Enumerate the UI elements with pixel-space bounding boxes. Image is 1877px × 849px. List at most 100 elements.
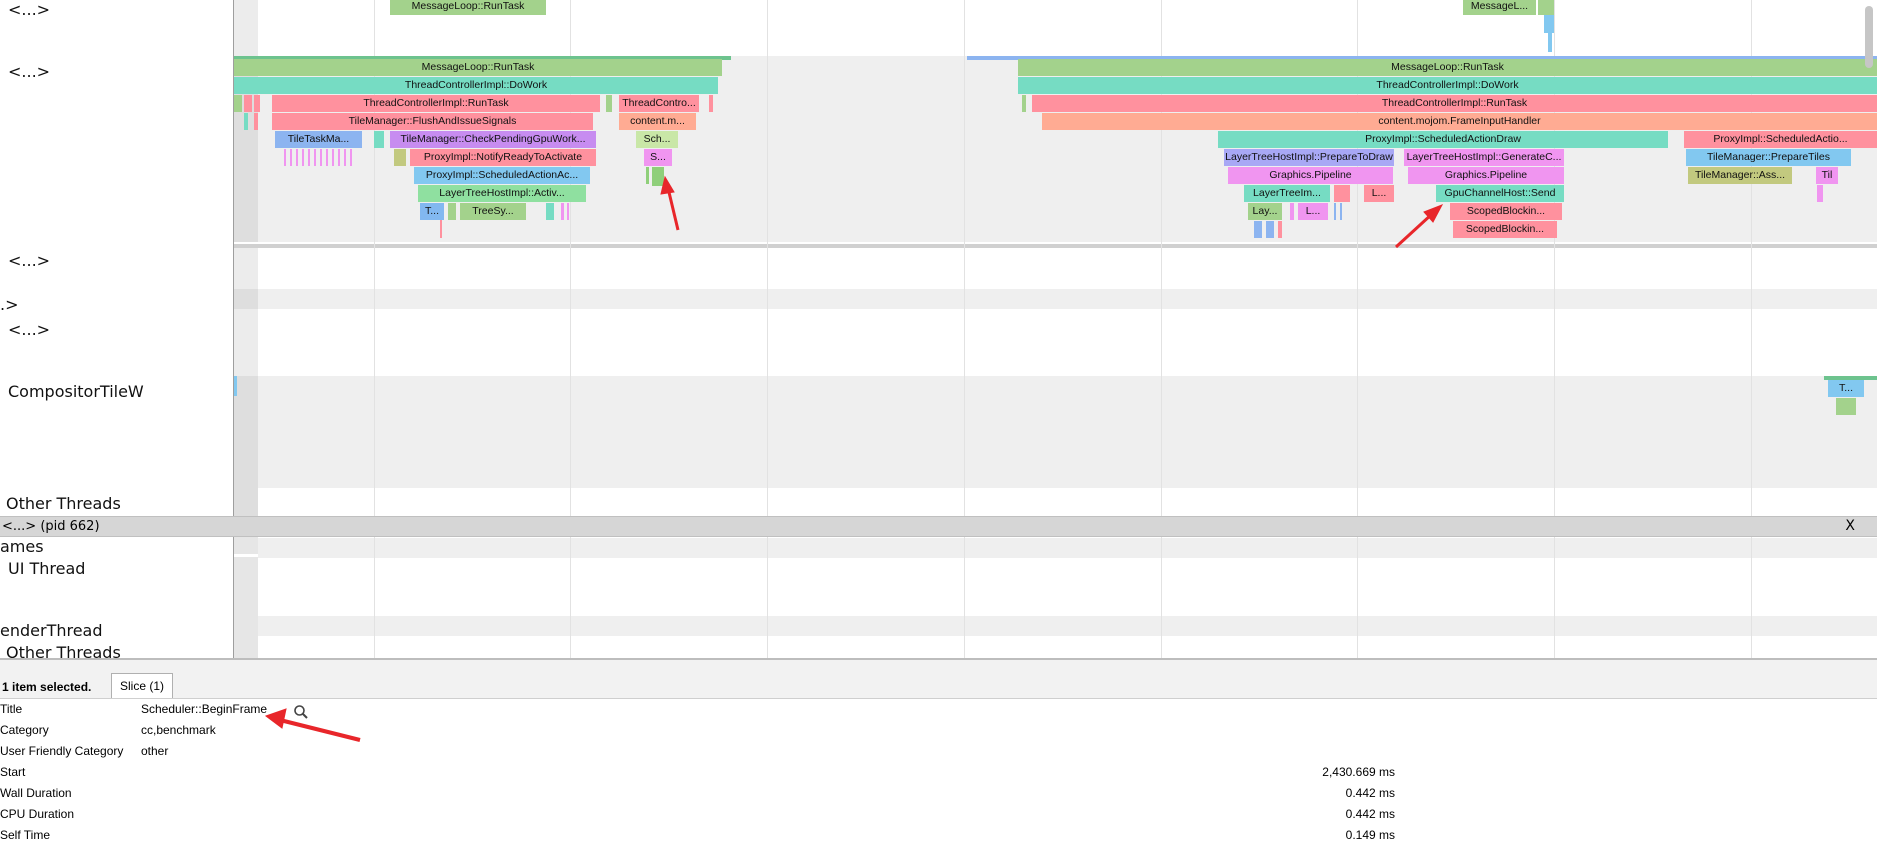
- track-label[interactable]: .>: [0, 295, 19, 314]
- frames-track-label[interactable]: ames: [0, 537, 44, 556]
- timeline-scrollbar[interactable]: [1865, 6, 1873, 68]
- slice-ticks[interactable]: [284, 149, 356, 166]
- grid-line: [1554, 0, 1555, 658]
- slice[interactable]: Lay...: [1248, 203, 1282, 220]
- slice[interactable]: L...: [1298, 203, 1328, 220]
- track-band: [234, 538, 1877, 558]
- slice-sliver[interactable]: [244, 113, 248, 130]
- render-thread-label[interactable]: enderThread: [0, 621, 103, 640]
- detail-value[interactable]: Scheduler::BeginFrame: [141, 702, 268, 716]
- slice[interactable]: TileManager::CheckPendingGpuWork...: [390, 131, 596, 148]
- slice-sliver[interactable]: [1340, 203, 1342, 220]
- compositor-track-label[interactable]: CompositorTileW: [8, 382, 144, 401]
- slice[interactable]: ThreadControllerImpl::RunTask: [272, 95, 600, 112]
- slice-sliver[interactable]: [1290, 203, 1294, 220]
- track-label[interactable]: <...>: [8, 251, 51, 270]
- slice-sliver[interactable]: [606, 95, 612, 112]
- slice-sliver[interactable]: [1266, 221, 1274, 238]
- slice[interactable]: MessageLoop::RunTask: [390, 0, 546, 15]
- slice-sliver[interactable]: [394, 149, 406, 166]
- slice-sliver[interactable]: [546, 203, 554, 220]
- slice[interactable]: TileTaskMa...: [275, 131, 362, 148]
- slice-sliver[interactable]: [254, 95, 260, 112]
- grid-line: [374, 0, 375, 658]
- slice[interactable]: L...: [1364, 185, 1394, 202]
- slice[interactable]: LayerTreeHostImpl::Activ...: [418, 185, 586, 202]
- slice[interactable]: TreeSy...: [460, 203, 526, 220]
- slice[interactable]: GpuChannelHost::Send: [1436, 185, 1564, 202]
- slice[interactable]: content.m...: [619, 113, 696, 130]
- detail-key: Start: [0, 765, 26, 779]
- slice-sliver[interactable]: [1817, 185, 1823, 202]
- slice[interactable]: Graphics.Pipeline: [1408, 167, 1564, 184]
- slice[interactable]: ThreadControllerImpl::RunTask: [1032, 95, 1877, 112]
- slice[interactable]: MessageL...: [1463, 0, 1536, 15]
- slice[interactable]: MessageLoop::RunTask: [1018, 59, 1877, 76]
- slice-sliver[interactable]: [440, 220, 442, 238]
- slice[interactable]: ProxyImpl::NotifyReadyToActivate: [410, 149, 596, 166]
- slice[interactable]: Sch...: [636, 131, 678, 148]
- slice[interactable]: ProxyImpl::ScheduledActionDraw: [1218, 131, 1668, 148]
- slice[interactable]: ProxyImpl::ScheduledActio...: [1684, 131, 1877, 148]
- slice-sliver[interactable]: [374, 131, 384, 148]
- search-icon[interactable]: [293, 704, 309, 720]
- slice-sliver[interactable]: [448, 203, 456, 220]
- slice[interactable]: LayerTreeIm...: [1244, 185, 1330, 202]
- slice[interactable]: ProxyImpl::ScheduledActionAc...: [414, 167, 590, 184]
- slice[interactable]: Graphics.Pipeline: [1228, 167, 1393, 184]
- slice-sliver[interactable]: [1824, 376, 1877, 380]
- process-header[interactable]: <...> (pid 662) X: [0, 516, 1877, 537]
- slice-sliver[interactable]: [1538, 0, 1554, 15]
- other-threads-label-2[interactable]: Other Threads: [6, 643, 121, 658]
- ui-thread-label[interactable]: UI Thread: [8, 559, 86, 578]
- tracks-canvas[interactable]: MessageLoop::RunTask MessageL... Message…: [234, 0, 1877, 658]
- slice-sliver[interactable]: [1548, 33, 1552, 52]
- track-label[interactable]: <...>: [8, 62, 51, 81]
- slice-sliver[interactable]: [254, 113, 258, 130]
- slice-sliver[interactable]: [709, 95, 713, 112]
- detail-row-self-time: Self Time 0.149 ms: [0, 828, 1877, 849]
- slice[interactable]: T...: [420, 203, 444, 220]
- slice[interactable]: TileManager::Ass...: [1688, 167, 1792, 184]
- slice[interactable]: LayerTreeHostImpl::GenerateC...: [1404, 149, 1564, 166]
- slice[interactable]: ScopedBlockin...: [1450, 203, 1562, 220]
- slice-sliver[interactable]: [1334, 185, 1350, 202]
- slice-sliver[interactable]: [244, 95, 252, 112]
- slice-sliver[interactable]: [1544, 15, 1554, 33]
- slice-sliver[interactable]: [234, 376, 237, 396]
- slice[interactable]: TileManager::FlushAndIssueSignals: [272, 113, 593, 130]
- slice[interactable]: S...: [644, 149, 672, 166]
- close-process-button[interactable]: X: [1845, 518, 1855, 534]
- detail-value: 2,430.669 ms: [1322, 765, 1395, 779]
- slice-sliver[interactable]: [1254, 221, 1262, 238]
- slice-sliver[interactable]: [567, 203, 569, 220]
- slice-sliver[interactable]: [234, 95, 242, 112]
- ruler-strip: [234, 309, 258, 376]
- detail-key: CPU Duration: [0, 807, 75, 821]
- slice[interactable]: content.mojom.FrameInputHandler: [1042, 113, 1877, 130]
- other-threads-label[interactable]: Other Threads: [6, 494, 121, 513]
- detail-row-wall-duration: Wall Duration 0.442 ms: [0, 786, 1877, 807]
- slice[interactable]: TileManager::PrepareTiles: [1686, 149, 1851, 166]
- slice-sliver[interactable]: [1836, 398, 1856, 415]
- slice[interactable]: ScopedBlockin...: [1453, 221, 1557, 238]
- slice[interactable]: ThreadContro...: [619, 95, 699, 112]
- slice[interactable]: ThreadControllerImpl::DoWork: [1018, 77, 1877, 94]
- detail-value: 0.442 ms: [1345, 807, 1395, 821]
- slice-sliver[interactable]: [646, 167, 649, 184]
- slice-sliver[interactable]: [1334, 203, 1336, 220]
- slice-sliver[interactable]: [1022, 95, 1026, 112]
- slice[interactable]: Til: [1816, 167, 1838, 184]
- track-label[interactable]: <...>: [8, 0, 51, 19]
- slice-sliver[interactable]: [1278, 221, 1282, 238]
- slice[interactable]: T...: [1828, 380, 1864, 397]
- slice[interactable]: ThreadControllerImpl::DoWork: [234, 77, 718, 94]
- detail-row-category: Category cc,benchmark: [0, 723, 1877, 744]
- track-label[interactable]: <...>: [8, 320, 51, 339]
- slice-sliver[interactable]: [561, 203, 564, 220]
- timeline-view[interactable]: <...> <...> <...> .> <...> CompositorTil…: [0, 0, 1877, 658]
- tab-slice[interactable]: Slice (1): [111, 673, 174, 698]
- slice-sliver[interactable]: [652, 167, 664, 186]
- slice[interactable]: MessageLoop::RunTask: [234, 59, 722, 76]
- slice[interactable]: LayerTreeHostImpl::PrepareToDraw: [1224, 149, 1394, 166]
